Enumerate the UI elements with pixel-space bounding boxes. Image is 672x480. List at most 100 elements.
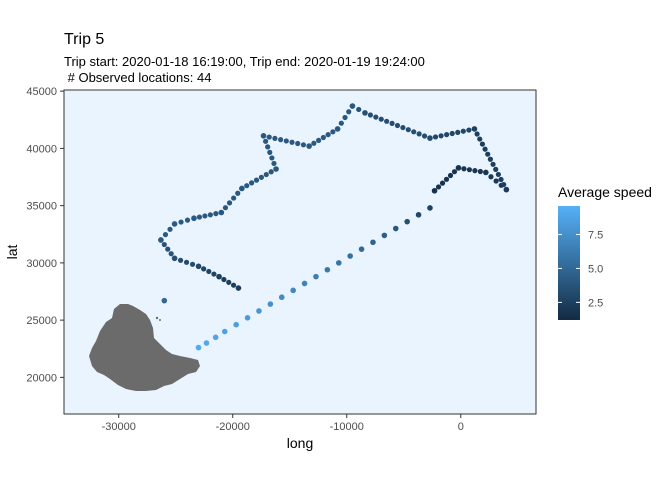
location-point xyxy=(273,166,279,172)
x-axis: -30000 -20000 -10000 0 xyxy=(102,414,464,433)
legend-ticks: 2.5 5.0 7.5 xyxy=(558,230,603,309)
track-dot xyxy=(258,174,264,180)
track-dot xyxy=(474,131,480,137)
track-dot xyxy=(230,282,237,288)
location-point xyxy=(244,315,251,321)
location-point xyxy=(195,263,202,270)
location-point xyxy=(427,135,433,141)
track-dot xyxy=(488,174,494,180)
track-dot xyxy=(501,181,507,188)
legend-title: Average speed xyxy=(558,184,652,200)
location-point xyxy=(455,165,462,171)
track-dot xyxy=(311,140,317,146)
track-dot xyxy=(226,200,233,206)
track-dot xyxy=(167,226,173,232)
location-point xyxy=(216,273,222,280)
location-point xyxy=(212,334,219,341)
location-point xyxy=(335,260,342,266)
location-point xyxy=(431,187,438,194)
location-point xyxy=(306,143,312,149)
track-dot xyxy=(487,156,493,162)
track-dot xyxy=(479,141,486,147)
x-tick-label: -30000 xyxy=(102,421,136,433)
location-point xyxy=(334,126,341,132)
track-dot xyxy=(161,241,167,248)
location-point xyxy=(324,266,331,273)
track-dot xyxy=(266,134,272,140)
track-dot xyxy=(400,124,406,131)
track-dot xyxy=(249,180,255,186)
track-dot xyxy=(278,137,284,143)
track-dot xyxy=(460,128,466,134)
location-point xyxy=(483,169,489,176)
track-dot xyxy=(394,122,401,129)
track-dot xyxy=(213,211,219,217)
location-point xyxy=(471,126,478,132)
island-landmass xyxy=(89,304,200,391)
track-dot xyxy=(477,136,483,142)
track-dot xyxy=(162,232,169,238)
y-axis-title: lat xyxy=(4,245,20,260)
legend-break-label: 2.5 xyxy=(588,297,603,309)
location-point xyxy=(195,344,202,351)
x-tick-label: -10000 xyxy=(330,421,364,433)
y-tick-label: 40000 xyxy=(26,143,57,155)
location-point xyxy=(235,285,242,291)
track-dot xyxy=(201,266,207,272)
track-dot xyxy=(455,129,461,135)
location-point xyxy=(218,209,225,216)
track-dot xyxy=(300,142,307,148)
location-point xyxy=(381,232,388,239)
track-dot xyxy=(367,112,374,118)
track-dot xyxy=(389,120,395,126)
track-dot xyxy=(168,251,174,257)
y-tick-label: 45000 xyxy=(26,86,57,98)
track-dot xyxy=(405,127,411,133)
track-dot xyxy=(493,178,499,184)
x-tick-label: 0 xyxy=(458,421,464,433)
location-point xyxy=(290,287,296,294)
track-dot xyxy=(320,134,326,141)
track-dot xyxy=(490,161,496,167)
track-dot xyxy=(265,144,271,150)
track-dot xyxy=(267,149,273,155)
legend: Average speed 2.5 5.0 7.5 xyxy=(558,184,652,320)
location-point xyxy=(427,205,433,211)
x-axis-title: long xyxy=(287,435,313,451)
location-point xyxy=(349,103,356,109)
track-dot xyxy=(196,214,203,220)
chart-title: Trip 5 xyxy=(64,31,104,48)
islet xyxy=(155,316,159,320)
track-dot xyxy=(451,169,458,175)
track-dot xyxy=(221,276,227,283)
track-dot xyxy=(295,140,301,147)
legend-break-label: 7.5 xyxy=(588,230,603,242)
location-point xyxy=(171,221,178,227)
track-dot xyxy=(416,131,422,137)
track-dot xyxy=(435,184,442,190)
track-dot xyxy=(206,268,212,275)
track-dot xyxy=(226,279,232,285)
location-point xyxy=(362,110,368,116)
track-dot xyxy=(177,257,184,263)
location-point xyxy=(171,255,178,262)
track-dot xyxy=(244,183,250,189)
location-point xyxy=(313,273,319,280)
track-dot xyxy=(378,116,384,122)
track-dot xyxy=(466,127,472,133)
track-dot xyxy=(411,129,417,135)
track-dot xyxy=(346,109,352,115)
location-point xyxy=(267,301,274,307)
track-dot xyxy=(482,146,488,152)
track-dot xyxy=(439,180,446,186)
location-point xyxy=(392,225,399,232)
track-dot xyxy=(272,135,278,141)
location-point xyxy=(278,294,285,301)
track-dot xyxy=(263,171,269,178)
track-dot xyxy=(165,246,171,252)
track-dot xyxy=(289,139,295,145)
track-dot xyxy=(438,133,444,139)
track-dot xyxy=(231,195,237,201)
location-point xyxy=(239,185,245,192)
track-dot xyxy=(211,271,217,277)
